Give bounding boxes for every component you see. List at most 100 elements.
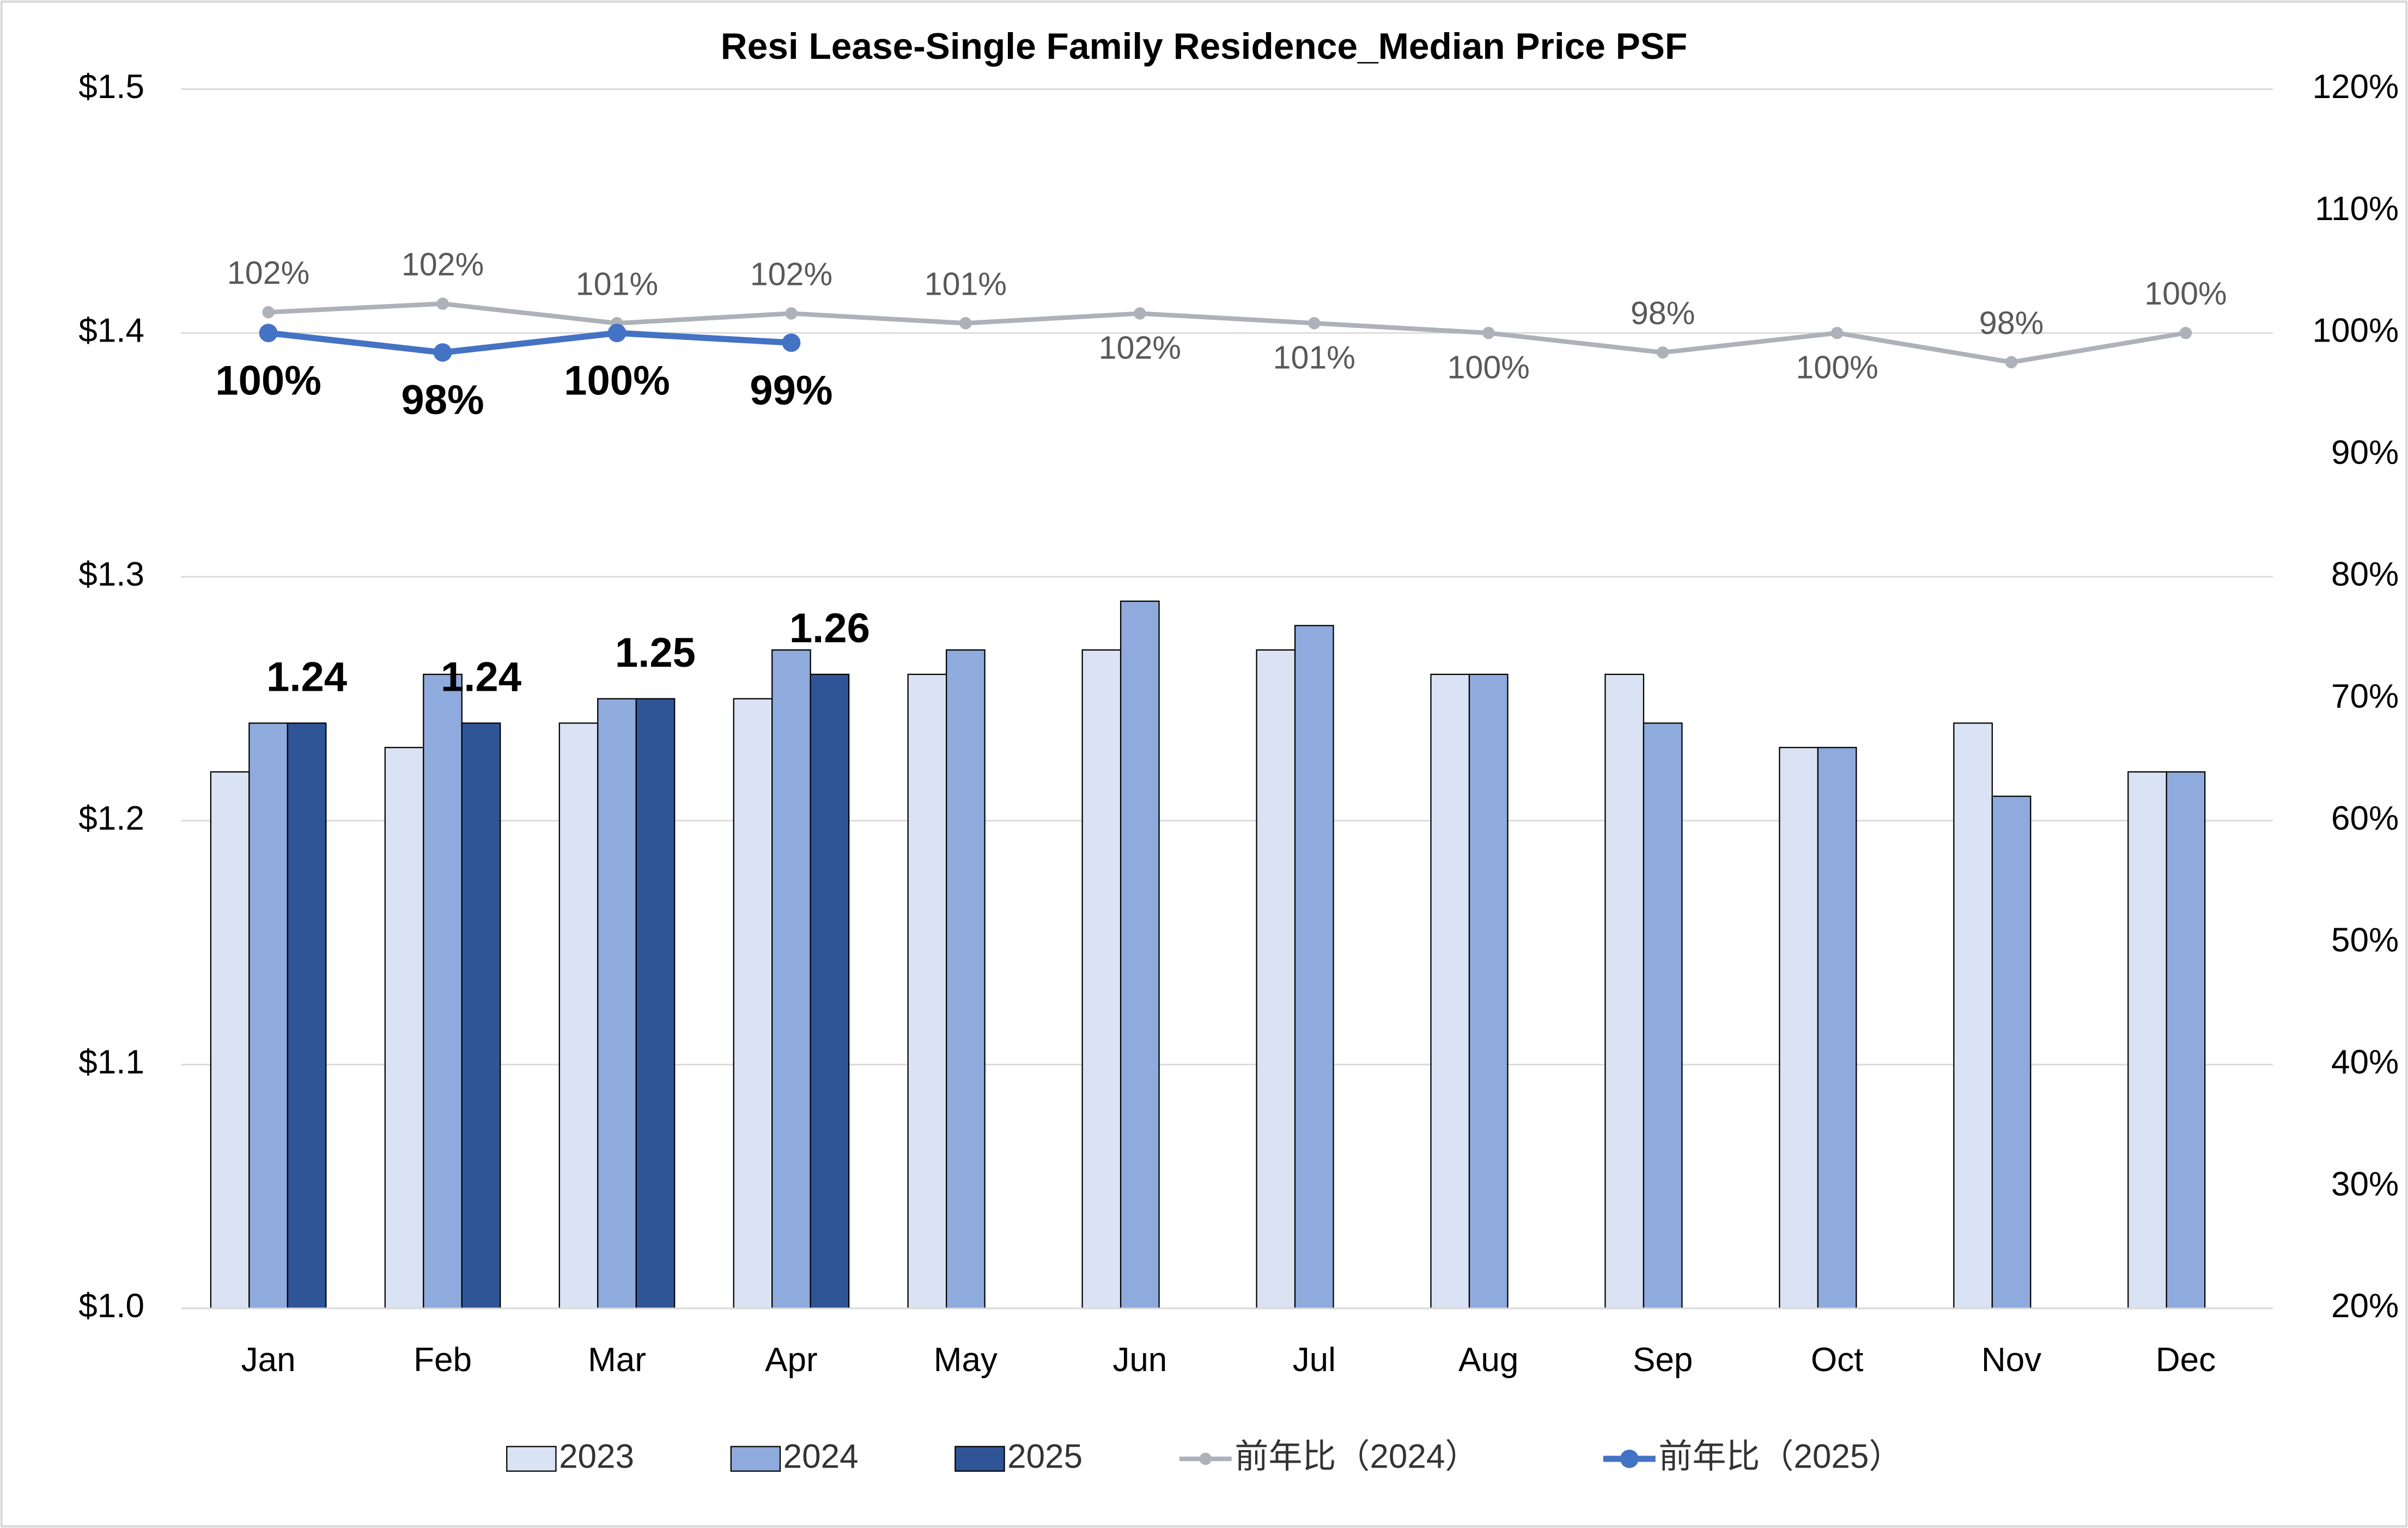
line-marker bbox=[1308, 317, 1321, 330]
x-tick-label: Mar bbox=[588, 1341, 646, 1379]
legend-swatch bbox=[1620, 1450, 1639, 1468]
bar bbox=[210, 771, 250, 1309]
x-tick-label: May bbox=[934, 1341, 998, 1379]
bar bbox=[1817, 747, 1857, 1309]
legend-label: 2024 bbox=[783, 1438, 859, 1475]
bar bbox=[946, 649, 986, 1309]
y2-tick-label: 30% bbox=[2331, 1165, 2399, 1203]
line-marker bbox=[262, 306, 275, 319]
line-value-label: 99% bbox=[750, 367, 832, 413]
line-value-label: 102% bbox=[750, 255, 832, 292]
line-value-label: 101% bbox=[925, 265, 1007, 302]
y-tick-label: $1.2 bbox=[78, 800, 144, 837]
y2-tick-label: 100% bbox=[2313, 312, 2399, 350]
bar bbox=[248, 722, 288, 1309]
y-tick-label: $1.3 bbox=[78, 556, 144, 593]
line-marker bbox=[2005, 356, 2018, 369]
bar bbox=[1468, 673, 1509, 1309]
y2-tick-label: 40% bbox=[2331, 1044, 2399, 1081]
line-value-label: 100% bbox=[564, 357, 670, 404]
bar-value-label: 1.24 bbox=[441, 654, 521, 701]
bar-value-label: 1.26 bbox=[789, 605, 870, 652]
line-value-label: 100% bbox=[215, 357, 321, 404]
bar bbox=[1991, 795, 2032, 1309]
bar-value-label: 1.25 bbox=[615, 630, 696, 676]
legend-swatch bbox=[954, 1446, 1005, 1472]
line-marker bbox=[436, 297, 449, 310]
legend-swatch bbox=[506, 1446, 557, 1472]
bar bbox=[2127, 771, 2167, 1309]
y2-tick-label: 120% bbox=[2313, 68, 2399, 106]
bar bbox=[287, 722, 327, 1309]
line-value-label: 98% bbox=[1631, 295, 1695, 331]
bar bbox=[733, 698, 773, 1309]
line-marker bbox=[1134, 307, 1146, 320]
line-value-label: 101% bbox=[576, 265, 658, 302]
chart-title: Resi Lease-Single Family Residence_Media… bbox=[721, 26, 1687, 67]
bar bbox=[1604, 673, 1645, 1309]
bar bbox=[558, 722, 599, 1309]
x-tick-label: Dec bbox=[2156, 1341, 2216, 1379]
bar bbox=[1430, 673, 1470, 1309]
line-marker bbox=[782, 333, 801, 352]
bar bbox=[1953, 722, 1993, 1309]
bar bbox=[635, 698, 676, 1309]
line-marker bbox=[2179, 326, 2192, 339]
y2-tick-label: 70% bbox=[2331, 678, 2399, 715]
line-value-label: 98% bbox=[401, 377, 484, 423]
y-tick-label: $1.0 bbox=[78, 1287, 144, 1325]
bar bbox=[1294, 625, 1334, 1309]
legend-label: 2025 bbox=[1007, 1438, 1083, 1475]
bar bbox=[2166, 771, 2206, 1309]
bar bbox=[810, 673, 850, 1309]
line-value-label: 100% bbox=[2144, 275, 2227, 312]
x-tick-label: Jun bbox=[1112, 1341, 1167, 1379]
line-value-label: 102% bbox=[402, 246, 484, 283]
x-tick-label: Feb bbox=[414, 1341, 472, 1379]
legend-swatch bbox=[730, 1446, 781, 1472]
y2-tick-label: 50% bbox=[2331, 922, 2399, 959]
x-tick-label: Jul bbox=[1293, 1341, 1336, 1379]
line-marker bbox=[785, 307, 798, 320]
x-tick-label: Oct bbox=[1811, 1341, 1863, 1379]
bar bbox=[423, 673, 463, 1309]
bar bbox=[1779, 747, 1819, 1309]
y2-tick-label: 80% bbox=[2331, 556, 2399, 593]
line-marker bbox=[259, 324, 278, 343]
bar bbox=[384, 747, 424, 1309]
x-tick-label: Sep bbox=[1633, 1341, 1693, 1379]
y2-tick-label: 20% bbox=[2331, 1287, 2399, 1325]
bar bbox=[1643, 722, 1683, 1309]
line-marker bbox=[959, 317, 972, 330]
line-marker bbox=[1831, 326, 1844, 339]
legend-label: 2023 bbox=[559, 1438, 634, 1475]
line-value-label: 102% bbox=[227, 254, 309, 291]
line-marker bbox=[1656, 346, 1669, 359]
line-value-label: 101% bbox=[1273, 339, 1355, 376]
line-marker bbox=[433, 343, 452, 362]
line bbox=[267, 330, 792, 356]
line-marker bbox=[1482, 326, 1495, 339]
y2-tick-label: 90% bbox=[2331, 434, 2399, 471]
line-value-label: 98% bbox=[1979, 305, 2044, 341]
line-value-label: 100% bbox=[1448, 349, 1530, 386]
y-tick-label: $1.1 bbox=[78, 1044, 144, 1081]
x-tick-label: Jan bbox=[241, 1341, 296, 1379]
legend-swatch bbox=[1199, 1452, 1212, 1465]
bar bbox=[1256, 649, 1296, 1309]
legend-label: 前年比（2024） bbox=[1235, 1438, 1479, 1475]
y2-tick-label: 60% bbox=[2331, 800, 2399, 837]
y-tick-label: $1.5 bbox=[78, 68, 144, 106]
x-tick-label: Apr bbox=[765, 1341, 817, 1379]
bar bbox=[1081, 649, 1122, 1309]
bar bbox=[771, 649, 811, 1309]
line-value-label: 102% bbox=[1099, 330, 1181, 366]
bar-value-label: 1.24 bbox=[266, 654, 347, 701]
y-tick-label: $1.4 bbox=[78, 312, 144, 350]
line-marker bbox=[607, 324, 627, 343]
bar bbox=[597, 698, 637, 1309]
bar bbox=[1120, 600, 1160, 1309]
